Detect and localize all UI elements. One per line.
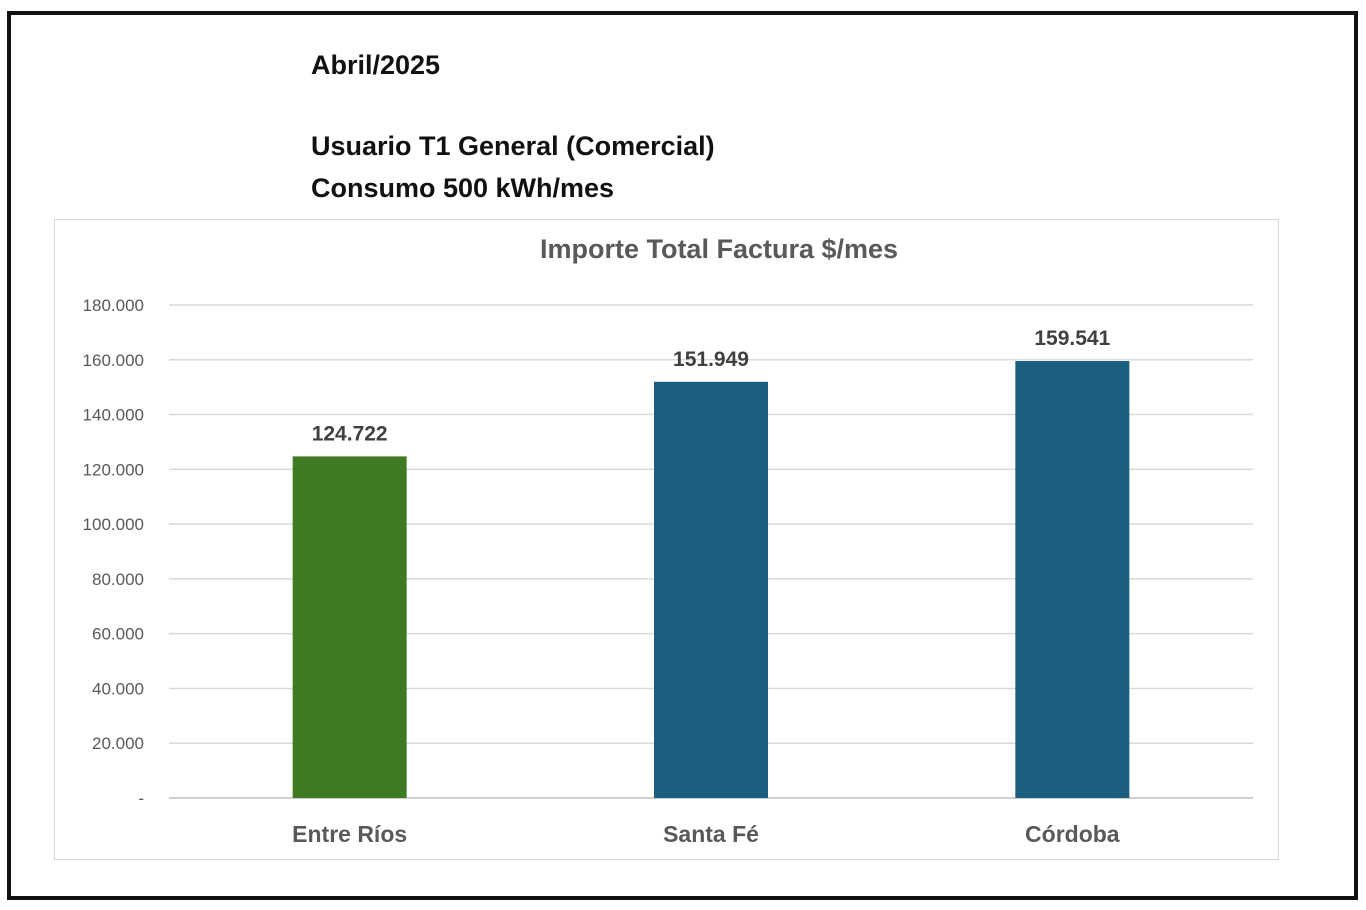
- y-tick-label: 60.000: [92, 625, 144, 644]
- bar: [1015, 361, 1130, 798]
- y-tick-label: 120.000: [83, 460, 144, 479]
- y-axis-labels: - 20.000 40.000 60.000 80.000 100.000 120.000 1…: [83, 296, 144, 808]
- data-label: 151.949: [673, 348, 749, 371]
- x-axis-labels: Entre Ríos Santa Fé Córdoba: [292, 821, 1120, 847]
- y-tick-label: 100.000: [83, 515, 144, 534]
- y-tick-label: 140.000: [83, 406, 144, 425]
- data-label: 124.722: [312, 422, 388, 445]
- bar: [654, 381, 768, 798]
- x-tick-label: Santa Fé: [663, 821, 759, 847]
- y-tick-label: -: [138, 789, 144, 808]
- bar: [292, 456, 407, 798]
- y-tick-label: 180.000: [83, 296, 144, 315]
- y-tick-label: 20.000: [92, 734, 144, 753]
- consumption-heading: Consumo 500 kWh/mes: [311, 173, 615, 203]
- chart-title: Importe Total Factura $/mes: [540, 234, 898, 264]
- period-heading: Abril/2025: [311, 50, 441, 80]
- bars: [292, 361, 1130, 798]
- x-tick-label: Entre Ríos: [292, 821, 407, 847]
- data-labels: 124.722 151.949 159.541: [312, 327, 1111, 445]
- x-tick-label: Córdoba: [1025, 821, 1120, 847]
- data-label: 159.541: [1034, 327, 1110, 350]
- user-type-heading: Usuario T1 General (Comercial): [311, 131, 715, 161]
- y-tick-label: 80.000: [92, 570, 144, 589]
- y-tick-label: 40.000: [92, 679, 144, 698]
- y-tick-label: 160.000: [83, 351, 144, 370]
